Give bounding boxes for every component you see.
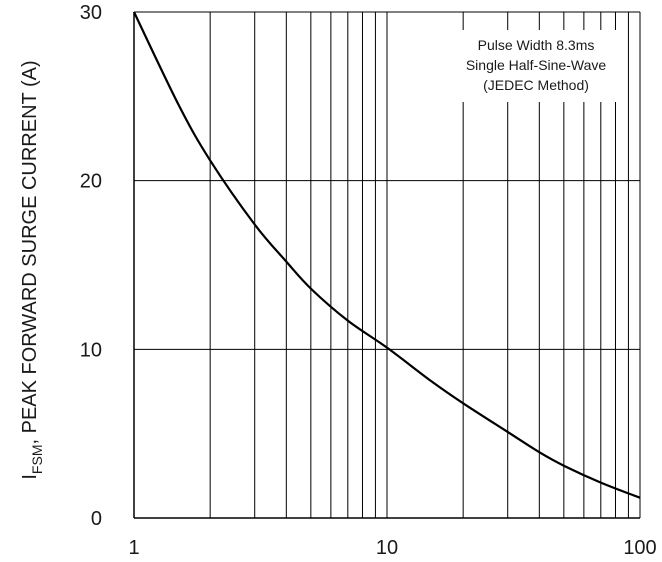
y-tick-labels: 0 10 20 30 (80, 2, 102, 530)
y-axis-label-main: I (19, 474, 41, 480)
y-axis-label-rest: , PEAK FORWARD SURGE CURRENT (A) (19, 60, 41, 444)
annotation-background (446, 30, 626, 102)
annotation-line: Single Half-Sine-Wave (466, 57, 607, 73)
annotation-box: Pulse Width 8.3ms Single Half-Sine-Wave (J… (446, 30, 626, 102)
y-tick-label: 30 (80, 2, 102, 24)
annotation-line: Pulse Width 8.3ms (478, 37, 595, 53)
x-tick-label: 100 (623, 537, 656, 559)
x-tick-labels: 1 10 100 (128, 537, 656, 559)
y-axis-label-subscript: FSM (29, 445, 45, 475)
y-tick-label: 0 (91, 508, 102, 530)
surge-current-curve (133, 11, 641, 499)
x-tick-label: 10 (376, 537, 398, 559)
y-axis-label: IFSM, PEAK FORWARD SURGE CURRENT (A) (19, 60, 45, 479)
x-tick-label: 1 (128, 537, 139, 559)
annotation-line: (JEDEC Method) (483, 77, 589, 93)
y-tick-label: 10 (80, 339, 102, 361)
y-tick-label: 20 (80, 171, 102, 193)
